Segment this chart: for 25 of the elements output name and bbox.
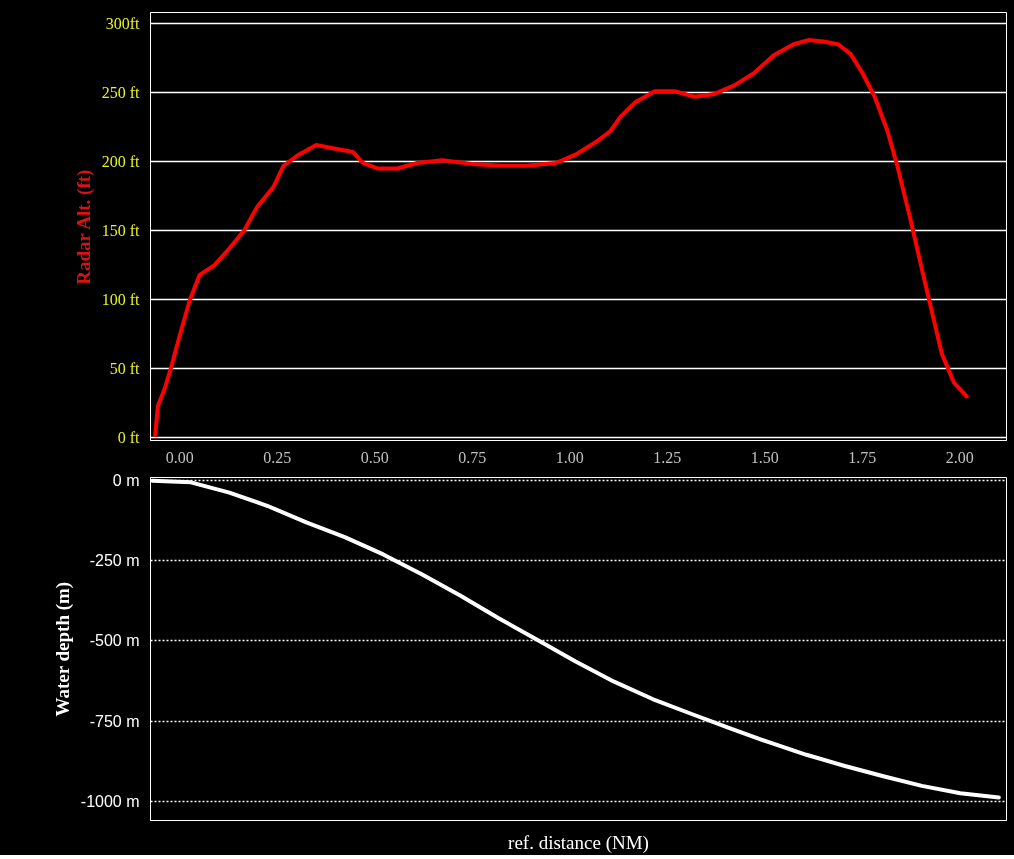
y-tick-label: 300ft — [105, 15, 141, 33]
x-tick-label: 1.75 — [848, 448, 877, 466]
y-tick-label: 150 ft — [101, 222, 141, 240]
y-tick-label: 250 ft — [101, 84, 141, 102]
y-tick-label: 50 ft — [109, 360, 141, 378]
x-axis-title: ref. distance (NM) — [508, 831, 649, 854]
y-tick-label: -250 m — [89, 552, 140, 570]
x-tick-label: 0.25 — [263, 448, 292, 466]
line-series — [153, 38, 969, 437]
y-tick-label: 0 ft — [117, 429, 141, 447]
y-axis-title: Water depth (m) — [51, 581, 74, 717]
y-tick-label: 200 ft — [101, 153, 141, 171]
y-tick-label: -750 m — [89, 712, 140, 730]
x-tick-label: 0.00 — [165, 448, 194, 466]
y-tick-label: 0 m — [112, 472, 140, 490]
x-tick-label: 1.50 — [750, 448, 779, 466]
x-tick-label: 2.00 — [945, 448, 974, 466]
y-tick-label: 100 ft — [101, 291, 141, 309]
x-tick-label: 0.75 — [458, 448, 487, 466]
x-tick-label: 1.25 — [653, 448, 682, 466]
y-tick-label: -500 m — [89, 632, 140, 650]
y-axis-title: Radar Alt. (ft) — [72, 169, 95, 285]
x-tick-label: 1.00 — [555, 448, 584, 466]
x-tick-label: 0.50 — [360, 448, 389, 466]
y-tick-label: -1000 m — [80, 792, 140, 810]
